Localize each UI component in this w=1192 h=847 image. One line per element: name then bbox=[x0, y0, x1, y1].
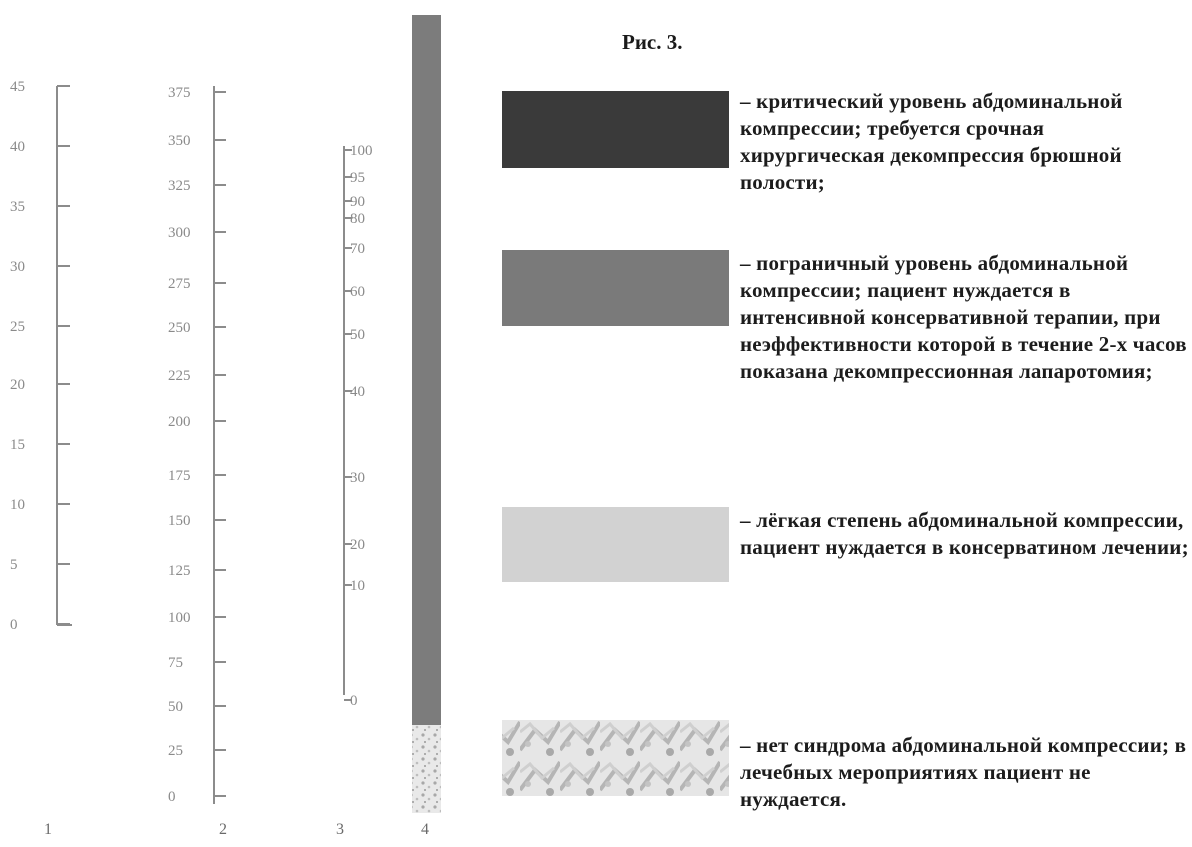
scale-3-tick-label: 0 bbox=[350, 693, 358, 709]
scale-2-tick-label: 175 bbox=[168, 468, 191, 484]
scale-1-label: 1 bbox=[44, 821, 52, 838]
figure-title: Рис. 3. bbox=[622, 30, 683, 54]
scale-2-tick-label: 0 bbox=[168, 789, 176, 805]
scale-1-tick-label: 5 bbox=[10, 557, 18, 573]
scale-1-tick-label: 0 bbox=[10, 617, 18, 633]
scale-2-tick-label: 50 bbox=[168, 699, 183, 715]
scale-2-tick-label: 25 bbox=[168, 743, 183, 759]
scale-3-tick-label: 20 bbox=[350, 537, 365, 553]
scale-2-tick-label: 375 bbox=[168, 85, 191, 101]
scale-4-bar-normal-zone bbox=[412, 725, 441, 813]
scale-1-tick-label: 30 bbox=[10, 259, 25, 275]
legend-swatch-mild bbox=[502, 507, 729, 582]
scale-3-tick-label: 30 bbox=[350, 470, 365, 486]
scale-2-tick-label: 225 bbox=[168, 368, 191, 384]
scale-2-tick-label: 300 bbox=[168, 225, 191, 241]
scale-1-tick-label: 35 bbox=[10, 199, 25, 215]
scale-3-tick-label: 90 bbox=[350, 194, 365, 210]
scale-3-tick-label: 10 bbox=[350, 578, 365, 594]
scale-2-tick-label: 75 bbox=[168, 655, 183, 671]
scale-2-tick-label: 350 bbox=[168, 133, 191, 149]
scale-3-tick-label: 100 bbox=[350, 143, 373, 159]
legend-swatch-borderline bbox=[502, 250, 729, 326]
scale-1-tick-label: 45 bbox=[10, 79, 25, 95]
legend-text-mild: – лёгкая степень абдоминальной компресси… bbox=[740, 508, 1189, 559]
scale-3-tick-label: 60 bbox=[350, 284, 365, 300]
scale-3-tick-label: 50 bbox=[350, 327, 365, 343]
scale-1-tick-label: 10 bbox=[10, 497, 25, 513]
scale-2-tick-label: 125 bbox=[168, 563, 191, 579]
legend-text-borderline: – пограничный уровень абдоминальной комп… bbox=[740, 251, 1187, 383]
scale-3-tick-label: 80 bbox=[350, 211, 365, 227]
scale-3-tick-label: 95 bbox=[350, 170, 365, 186]
scale-1-tick-label: 15 bbox=[10, 437, 25, 453]
scale-2-label: 2 bbox=[219, 821, 227, 838]
scale-1-tick-label: 20 bbox=[10, 377, 25, 393]
scale-2-tick-label: 325 bbox=[168, 178, 191, 194]
scale-4-label: 4 bbox=[421, 821, 429, 838]
scale-2-tick-label: 150 bbox=[168, 513, 191, 529]
scale-3-tick-label: 40 bbox=[350, 384, 365, 400]
scale-3-tick-label: 70 bbox=[350, 241, 365, 257]
scale-4-bar bbox=[412, 15, 441, 725]
scale-2-tick-label: 275 bbox=[168, 276, 191, 292]
legend-text-critical: – критический уровень абдоминальной комп… bbox=[740, 89, 1123, 194]
scale-1-tick-label: 40 bbox=[10, 139, 25, 155]
scale-3-label: 3 bbox=[336, 821, 344, 838]
scale-2-tick-label: 250 bbox=[168, 320, 191, 336]
scale-1-tick-label: 25 bbox=[10, 319, 25, 335]
legend-swatch-critical bbox=[502, 91, 729, 168]
scale-2-tick-label: 100 bbox=[168, 610, 191, 626]
legend-text-none: – нет синдрома абдоминальной компрессии;… bbox=[740, 733, 1187, 811]
legend-swatch-none bbox=[502, 720, 729, 796]
scale-2-tick-label: 200 bbox=[168, 414, 191, 430]
